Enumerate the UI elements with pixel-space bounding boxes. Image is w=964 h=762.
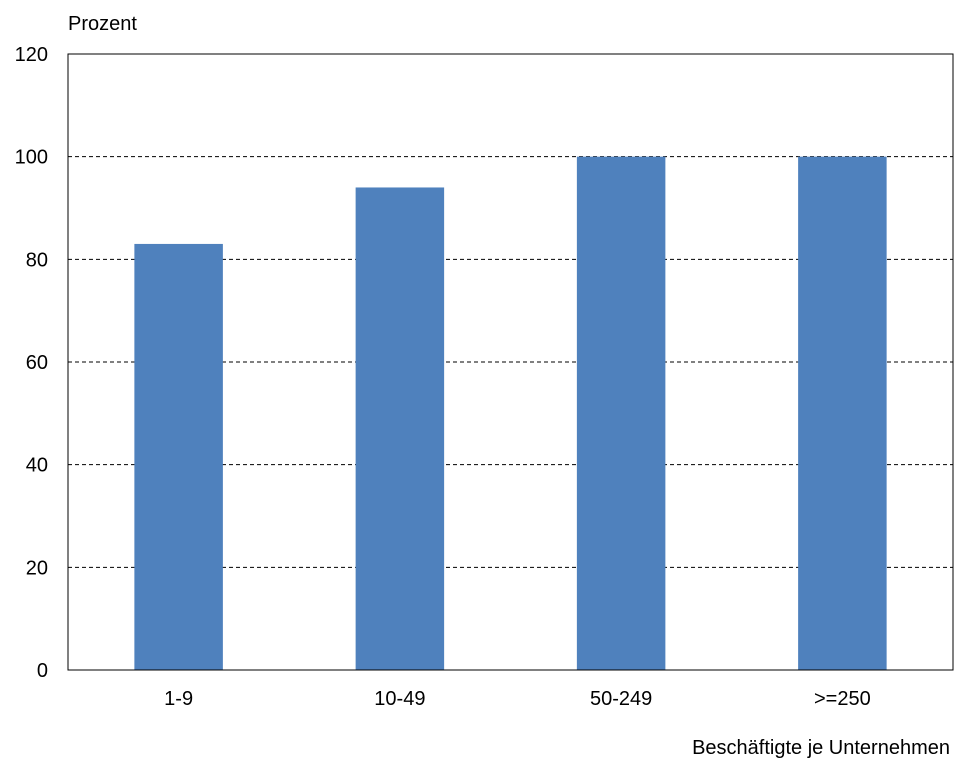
y-tick-label: 60 — [26, 352, 48, 374]
x-axis-tick-labels: 1-9 10-49 50-249 >=250 — [164, 688, 871, 710]
y-tick-label: 40 — [26, 455, 48, 477]
bar-3 — [577, 157, 666, 670]
bar-1 — [134, 244, 223, 670]
y-tick-label: 20 — [26, 557, 48, 579]
y-axis-tick-labels: 0 20 40 60 80 100 120 — [15, 44, 48, 682]
bars — [134, 157, 886, 670]
y-axis-title: Prozent — [68, 13, 137, 35]
bar-2 — [356, 187, 445, 670]
y-tick-label: 0 — [37, 660, 48, 682]
y-tick-label: 80 — [26, 249, 48, 271]
x-tick-label: 10-49 — [374, 688, 425, 710]
x-tick-label: 50-249 — [590, 688, 652, 710]
bar-4 — [798, 157, 887, 670]
x-tick-label: >=250 — [814, 688, 871, 710]
x-tick-label: 1-9 — [164, 688, 193, 710]
x-axis-title: Beschäftigte je Unternehmen — [692, 737, 950, 759]
y-tick-label: 100 — [15, 147, 48, 169]
y-tick-label: 120 — [15, 44, 48, 66]
